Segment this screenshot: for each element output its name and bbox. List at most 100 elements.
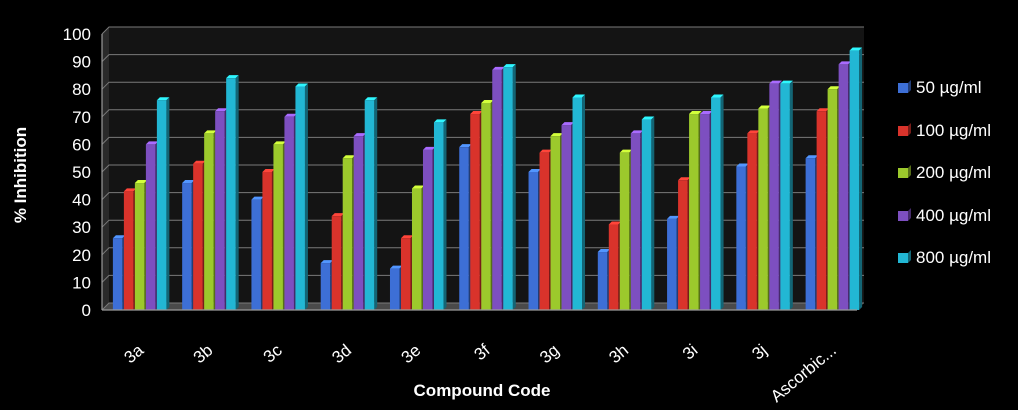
x-tick-label: 3e	[398, 341, 425, 368]
legend-label: 200 µg/ml	[916, 163, 991, 182]
gridline	[101, 26, 864, 35]
bar-top	[769, 80, 782, 84]
bar	[758, 105, 771, 311]
bar-top	[364, 97, 378, 101]
bar-top	[608, 221, 622, 225]
bar-top	[295, 83, 308, 87]
bar-front	[849, 50, 860, 311]
bar	[182, 180, 195, 310]
bar	[134, 180, 148, 310]
bar-front	[273, 144, 283, 310]
bar-top	[193, 160, 206, 164]
legend-swatch-side	[908, 165, 911, 178]
bar-top	[481, 100, 494, 103]
bar	[700, 111, 713, 310]
legend: 50 µg/ml 100 µg/ml 200 µg/ml 400 µg/ml 800 µ…	[898, 78, 991, 267]
bar-front	[758, 108, 768, 311]
bar	[411, 185, 425, 310]
bar	[389, 265, 403, 310]
bar-front	[539, 152, 550, 310]
bar	[838, 61, 852, 310]
bar-front	[492, 69, 502, 310]
legend-label: 400 µg/ml	[916, 206, 991, 225]
bar	[572, 94, 586, 310]
bar-side	[789, 80, 793, 311]
bar-front	[528, 172, 539, 310]
bar-front	[678, 180, 688, 310]
gridline	[101, 81, 864, 90]
bar-side	[235, 75, 239, 310]
bar-top	[641, 116, 655, 120]
bar	[492, 66, 505, 310]
bar-side	[859, 47, 863, 311]
bar-front	[827, 89, 838, 310]
y-tick-label: 0	[82, 301, 91, 320]
bar	[320, 260, 334, 310]
axes	[101, 34, 857, 311]
bar-front	[295, 86, 305, 310]
legend-swatch	[898, 126, 908, 136]
bar	[849, 47, 863, 311]
bar-top	[849, 47, 863, 51]
bar	[364, 97, 378, 311]
bar	[780, 80, 793, 311]
bar-top	[805, 155, 819, 159]
bar-front	[550, 136, 561, 310]
bar-front	[700, 114, 710, 310]
bar-front	[251, 199, 261, 310]
bar-front	[433, 122, 444, 310]
bar	[550, 133, 564, 310]
bar-top	[112, 235, 126, 239]
bar	[597, 249, 611, 310]
bar	[539, 149, 553, 310]
bar-top	[816, 108, 830, 112]
x-tick-label: 3c	[260, 340, 286, 366]
bar	[262, 169, 275, 310]
bar-top	[711, 94, 724, 98]
gridline	[101, 164, 864, 173]
bar-top	[215, 108, 228, 112]
bar	[630, 130, 644, 310]
bar-top	[550, 133, 564, 137]
bar-top	[156, 97, 170, 101]
bar-side	[374, 97, 378, 311]
bar	[331, 213, 345, 310]
bar-front	[353, 136, 364, 310]
bar	[459, 144, 472, 310]
bar-front	[204, 133, 214, 310]
bar-front	[112, 238, 123, 310]
bar-side	[582, 94, 586, 310]
x-tick-label: 3g	[536, 341, 563, 368]
bar-top	[251, 196, 264, 200]
bar-front	[769, 83, 779, 311]
bar	[561, 122, 575, 310]
bar-front	[503, 67, 513, 311]
bar-top	[226, 75, 239, 79]
legend-item: 100 µg/ml	[898, 121, 991, 140]
bar-front	[481, 103, 491, 310]
bar-top	[389, 265, 403, 269]
bar	[204, 130, 217, 310]
y-tick-label: 90	[72, 53, 91, 72]
legend-swatch-side	[908, 80, 911, 93]
gridline	[101, 54, 864, 62]
bar-top	[320, 260, 334, 264]
bar	[145, 141, 159, 310]
bar-top	[678, 177, 691, 181]
bar-front	[667, 218, 677, 310]
bar	[711, 94, 724, 310]
x-tick-label: Ascorbic...	[767, 341, 840, 405]
legend-swatch	[898, 168, 908, 178]
y-tick-label: 80	[72, 80, 91, 99]
bar-top	[630, 130, 644, 134]
bar-top	[331, 213, 345, 217]
bar	[528, 169, 542, 310]
bar-top	[780, 80, 793, 84]
bar-front	[780, 83, 790, 311]
legend-swatch	[898, 211, 908, 221]
bar	[422, 146, 436, 310]
x-tick-label: 3j	[748, 341, 770, 364]
bar-front	[597, 252, 608, 310]
y-tick-label: 50	[72, 163, 91, 182]
